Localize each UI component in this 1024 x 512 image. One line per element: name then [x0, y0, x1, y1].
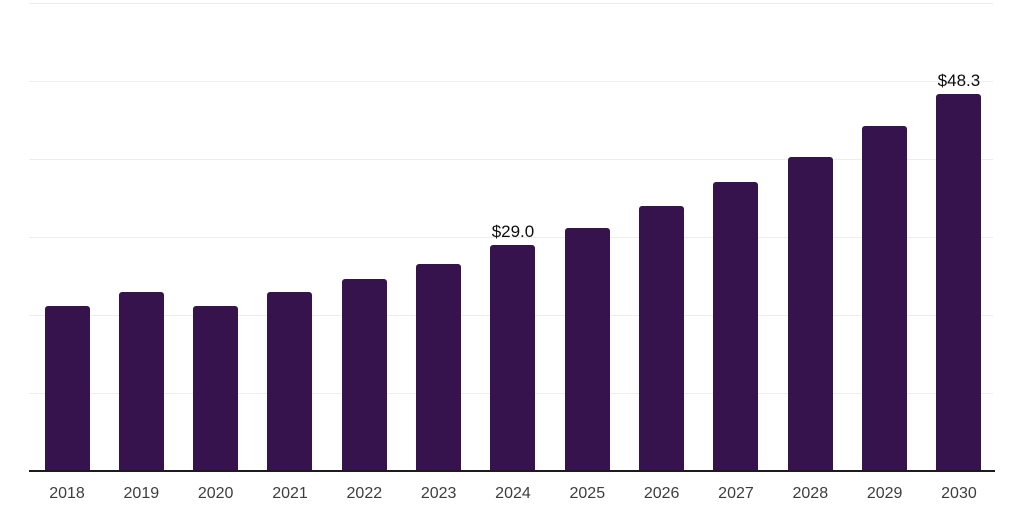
bar-2023: [416, 263, 462, 471]
x-tick-label-2029: 2029: [866, 485, 903, 502]
x-tick-label-2024: 2024: [495, 485, 531, 502]
x-tick-label-2027: 2027: [718, 485, 754, 502]
bar-value-label: $29.0: [491, 221, 535, 241]
x-tick-label-2028: 2028: [792, 485, 829, 502]
x-tick-label-2018: 2018: [49, 485, 85, 502]
bar-2027: [713, 182, 759, 471]
gridline: [29, 237, 993, 238]
bar-2028: [787, 156, 833, 471]
bar-2024: [490, 244, 536, 471]
gridline: [29, 3, 993, 4]
gridline: [29, 159, 993, 160]
bar-2026: [639, 205, 685, 471]
x-tick-label-2025: 2025: [569, 485, 606, 502]
x-axis-line: [29, 470, 995, 472]
bar-2019: [118, 291, 164, 471]
x-tick-label-2026: 2026: [643, 485, 680, 502]
x-tick-label-2023: 2023: [420, 485, 457, 502]
x-tick-label-2022: 2022: [346, 485, 383, 502]
bar-2029: [862, 126, 908, 471]
bar-2018: [44, 305, 90, 471]
bar-2021: [267, 292, 313, 471]
bar-2030: [936, 94, 982, 471]
x-tick-label-2019: 2019: [123, 485, 160, 502]
x-tick-label-2021: 2021: [272, 485, 308, 502]
x-tick-label-2020: 2020: [197, 485, 234, 502]
bar-value-label: $48.3: [937, 71, 981, 91]
bar-2020: [193, 306, 239, 471]
bar-2022: [341, 279, 387, 471]
bar-2025: [564, 227, 610, 471]
gridline: [29, 81, 993, 82]
x-tick-label-2030: 2030: [941, 485, 977, 502]
